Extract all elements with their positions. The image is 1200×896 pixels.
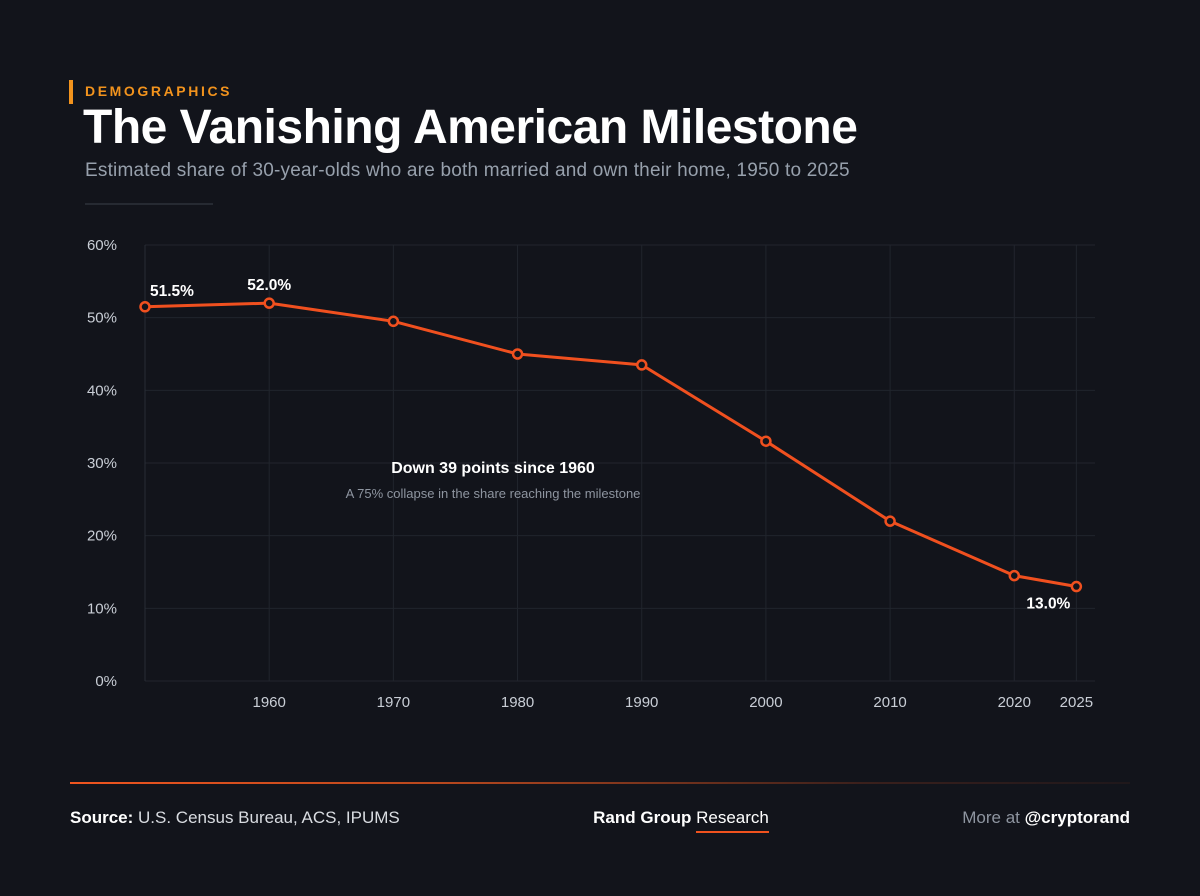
source-label: Source: [70, 808, 134, 827]
y-tick-label: 40% [87, 382, 117, 399]
data-point [387, 315, 400, 328]
x-tick-label: 1990 [625, 694, 658, 711]
more-at-label: More at [962, 808, 1025, 827]
brand-regular: Research [696, 808, 769, 833]
x-tick-label: 2025 [1060, 694, 1093, 711]
brand: Rand Group Research [593, 808, 769, 833]
line-chart-svg: 0% 10% 20% 30% 40% 50% 60% 1960 1970 1980 1990 2000… [87, 237, 1095, 711]
point-label: 52.0% [247, 277, 291, 294]
data-point [511, 348, 524, 360]
page-subtitle: Estimated share of 30-year-olds who are … [85, 160, 850, 181]
category-tag: DEMOGRAPHICS [85, 83, 233, 99]
header-rule [85, 203, 213, 205]
footer: Source: U.S. Census Bureau, ACS, IPUMS R… [70, 808, 1130, 833]
data-point [139, 301, 151, 313]
y-tick-label: 50% [87, 310, 117, 327]
page-title: The Vanishing American Milestone [83, 101, 858, 154]
x-tick-label: 1980 [501, 694, 534, 711]
y-tick-label: 30% [87, 455, 117, 472]
data-point [1008, 569, 1021, 582]
y-tick-label: 0% [95, 673, 117, 690]
data-point [760, 435, 772, 447]
chart-annotation: Down 39 points since 1960 A 75% collapse… [333, 460, 653, 501]
x-tick-label: 1970 [377, 694, 410, 711]
source-value: U.S. Census Bureau, ACS, IPUMS [133, 808, 400, 827]
point-label: 13.0% [1026, 596, 1070, 613]
point-label: 51.5% [150, 283, 194, 300]
annotation-title: Down 39 points since 1960 [391, 460, 595, 477]
data-point [263, 297, 275, 309]
social-handle[interactable]: @cryptorand [1024, 808, 1130, 827]
y-tick-label: 10% [87, 600, 117, 617]
x-tick-label: 2000 [749, 694, 782, 711]
y-tick-label: 60% [87, 237, 117, 254]
data-point [1070, 580, 1083, 593]
footer-divider [70, 782, 1130, 784]
social-credit: More at @cryptorand [962, 808, 1130, 828]
source-credit: Source: U.S. Census Bureau, ACS, IPUMS [70, 808, 400, 828]
data-line [143, 301, 1078, 589]
accent-bar [69, 80, 73, 104]
data-point [635, 359, 648, 371]
chart-area: 0% 10% 20% 30% 40% 50% 60% 1960 1970 1980 1990 2000… [0, 220, 1200, 730]
x-tick-label: 2020 [998, 694, 1031, 711]
y-tick-label: 20% [87, 528, 117, 545]
annotation-subtitle: A 75% collapse in the share reaching the… [345, 486, 641, 501]
brand-bold: Rand Group [593, 808, 692, 827]
x-tick-label: 2010 [873, 694, 906, 711]
data-point [884, 515, 896, 527]
x-tick-label: 1960 [252, 694, 285, 711]
